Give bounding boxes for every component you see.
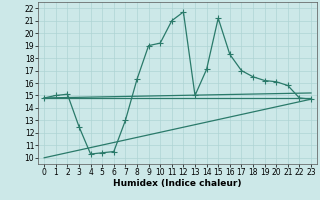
X-axis label: Humidex (Indice chaleur): Humidex (Indice chaleur) (113, 179, 242, 188)
